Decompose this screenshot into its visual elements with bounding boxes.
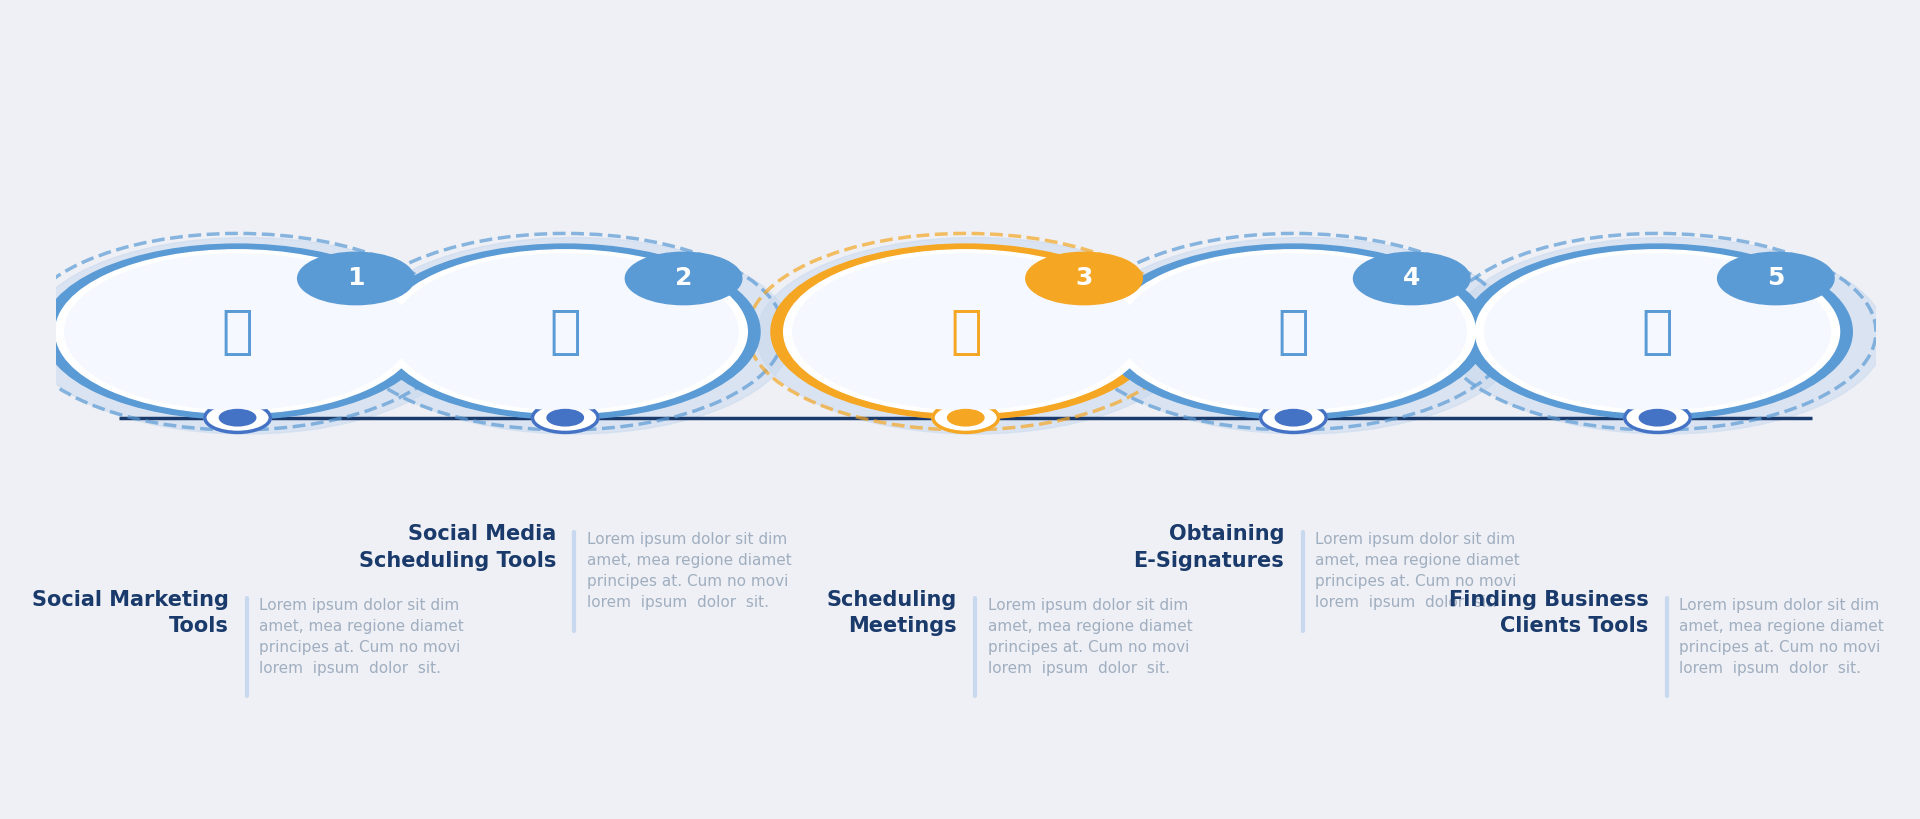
Text: 3: 3 [1075,266,1092,291]
Circle shape [392,254,737,410]
Circle shape [1098,244,1488,419]
Text: 2: 2 [674,266,693,291]
Circle shape [1624,403,1690,432]
Circle shape [298,252,415,305]
Circle shape [1448,238,1885,434]
Text: 🖥️: 🖥️ [221,305,253,358]
Text: Obtaining
E-Signatures: Obtaining E-Signatures [1133,524,1284,571]
Circle shape [793,254,1139,410]
Circle shape [626,252,741,305]
Text: 🤝: 🤝 [950,305,981,358]
Circle shape [29,238,465,434]
Text: Lorem ipsum dolor sit dim
amet, mea regione diamet
principes at. Cum no movi
lor: Lorem ipsum dolor sit dim amet, mea regi… [588,532,791,610]
Circle shape [547,410,584,426]
Text: Lorem ipsum dolor sit dim
amet, mea regione diamet
principes at. Cum no movi
lor: Lorem ipsum dolor sit dim amet, mea regi… [1680,598,1884,676]
Text: 1: 1 [348,266,365,291]
Circle shape [1475,250,1839,414]
Text: 👤: 👤 [1642,305,1674,358]
Circle shape [1354,252,1471,305]
Circle shape [1275,410,1311,426]
Circle shape [1112,250,1475,414]
Text: Social Media
Scheduling Tools: Social Media Scheduling Tools [359,524,557,571]
Text: Social Marketing
Tools: Social Marketing Tools [31,590,228,636]
Circle shape [532,403,597,432]
Circle shape [1463,244,1853,419]
Circle shape [371,244,760,419]
Text: 5: 5 [1766,266,1784,291]
Text: 4: 4 [1404,266,1421,291]
Circle shape [1718,252,1834,305]
Circle shape [1025,252,1142,305]
Circle shape [355,238,793,434]
Circle shape [219,410,255,426]
Circle shape [1640,410,1676,426]
Text: Lorem ipsum dolor sit dim
amet, mea regione diamet
principes at. Cum no movi
lor: Lorem ipsum dolor sit dim amet, mea regi… [987,598,1192,676]
Circle shape [205,403,271,432]
Circle shape [783,250,1148,414]
Text: Finding Business
Clients Tools: Finding Business Clients Tools [1450,590,1649,636]
Text: Lorem ipsum dolor sit dim
amet, mea regione diamet
principes at. Cum no movi
lor: Lorem ipsum dolor sit dim amet, mea regi… [1315,532,1521,610]
Circle shape [772,244,1160,419]
Text: 📱: 📱 [549,305,582,358]
Circle shape [1261,403,1327,432]
Text: 📋: 📋 [1277,305,1309,358]
Circle shape [42,244,432,419]
Circle shape [384,250,747,414]
Text: Lorem ipsum dolor sit dim
amet, mea regione diamet
principes at. Cum no movi
lor: Lorem ipsum dolor sit dim amet, mea regi… [259,598,465,676]
Circle shape [56,250,420,414]
Circle shape [65,254,411,410]
Circle shape [1484,254,1830,410]
Text: Scheduling
Meetings: Scheduling Meetings [826,590,956,636]
Circle shape [948,410,983,426]
Circle shape [933,403,998,432]
Circle shape [1085,238,1521,434]
Circle shape [756,238,1194,434]
Circle shape [1121,254,1467,410]
